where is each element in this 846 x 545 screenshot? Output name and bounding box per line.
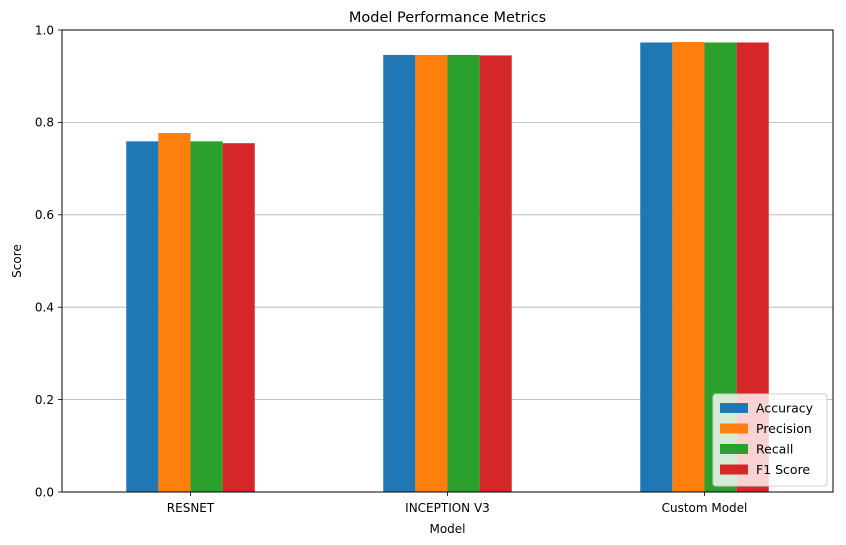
legend-swatch xyxy=(720,444,748,454)
legend: Accuracy Precision Recall F1 Score xyxy=(712,393,828,487)
x-axis-title: Model xyxy=(429,522,465,536)
bar-accuracy xyxy=(383,54,416,493)
legend-swatch xyxy=(720,464,748,475)
legend-label: Precision xyxy=(756,421,812,436)
y-tick-label: 0.8 xyxy=(35,116,54,130)
x-tick-label: Custom Model xyxy=(662,501,748,515)
y-tick-label: 0.2 xyxy=(35,393,54,407)
bar-f1-score xyxy=(222,143,255,492)
legend-swatch xyxy=(720,403,748,413)
y-tick-label: 0.0 xyxy=(35,485,54,499)
legend-label: Accuracy xyxy=(756,401,814,416)
bar-precision xyxy=(415,54,448,493)
bar-recall xyxy=(190,141,223,493)
y-axis-ticks: 0.0 0.2 0.4 0.6 0.8 1.0 xyxy=(35,23,62,499)
bar-f1-score xyxy=(479,55,512,492)
x-tick-label: RESNET xyxy=(167,501,215,515)
bar-precision xyxy=(158,133,191,492)
y-axis-title: Score xyxy=(10,244,24,278)
bar-accuracy xyxy=(126,141,159,493)
bar-accuracy xyxy=(640,42,673,492)
x-axis-ticks: RESNET INCEPTION V3 Custom Model xyxy=(167,492,748,515)
legend-label: F1 Score xyxy=(756,462,810,477)
y-tick-label: 1.0 xyxy=(35,23,54,37)
y-tick-label: 0.4 xyxy=(35,301,54,315)
legend-label: Recall xyxy=(756,442,793,457)
chart-title: Model Performance Metrics xyxy=(349,10,546,26)
bar-precision xyxy=(672,42,705,493)
legend-box xyxy=(712,393,828,487)
y-tick-label: 0.6 xyxy=(35,208,54,222)
legend-swatch xyxy=(720,423,748,434)
x-tick-label: INCEPTION V3 xyxy=(405,501,490,515)
bar-recall xyxy=(447,54,480,493)
